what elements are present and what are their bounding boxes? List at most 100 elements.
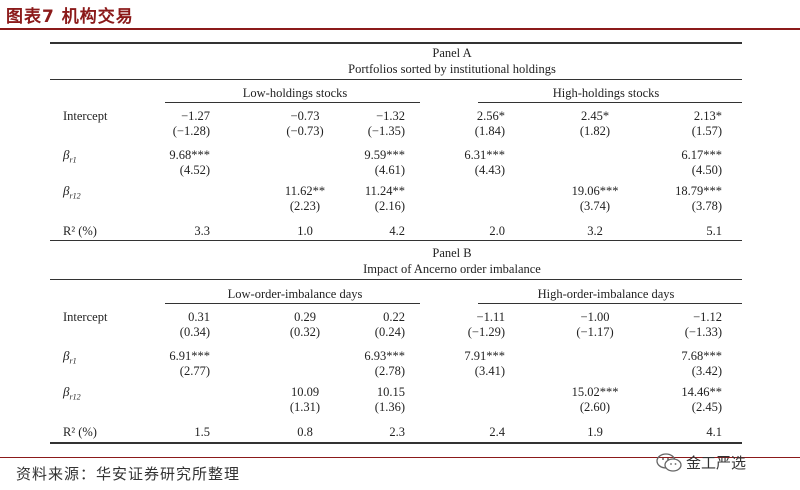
table-cell: 0.8	[297, 425, 313, 439]
table-bottom-rule	[50, 442, 742, 444]
table-cell-tstat: (3.78)	[691, 199, 722, 213]
panel-a-group-right-rule	[478, 102, 742, 103]
table-cell: 19.06***	[571, 184, 619, 198]
table-cell: 6.31***	[464, 148, 505, 162]
row-label: βr12	[63, 384, 81, 402]
table-cell-tstat: (1.36)	[374, 400, 405, 414]
table-cell: −1.11	[476, 310, 505, 324]
row-label: βr1	[63, 147, 77, 165]
row-label: Intercept	[63, 109, 108, 123]
panel-a-bottom-rule	[50, 240, 742, 241]
table-cell-tstat: (−1.35)	[367, 124, 405, 138]
panel-b-rule	[50, 279, 742, 280]
table-cell: 3.2	[587, 224, 603, 238]
table-cell-tstat: (−1.17)	[576, 325, 614, 339]
table-cell-tstat: (1.31)	[289, 400, 321, 414]
table-cell: 2.0	[489, 224, 505, 238]
table-cell: −1.27	[181, 109, 210, 123]
table-cell-tstat: (−1.28)	[172, 124, 210, 138]
row-label: R² (%)	[63, 224, 97, 238]
footer-rule	[0, 457, 800, 458]
table-cell-tstat: (2.23)	[289, 199, 321, 213]
table-cell-tstat: (2.78)	[374, 364, 405, 378]
table-cell: 7.68***	[681, 349, 722, 363]
table-cell: 11.24**	[364, 184, 405, 198]
panel-b-name: Panel B	[432, 246, 472, 260]
table-cell: 6.93***	[364, 349, 405, 363]
table-cell: 2.3	[389, 425, 405, 439]
table-cell-tstat: (3.41)	[474, 364, 505, 378]
table-cell: 4.2	[389, 224, 405, 238]
table-cell: 10.09	[290, 385, 320, 399]
table-cell-tstat: (4.61)	[374, 163, 405, 177]
table-cell: −1.32	[376, 109, 405, 123]
table-cell: 15.02***	[571, 385, 619, 399]
table-top-rule	[50, 42, 742, 44]
row-label: βr1	[63, 348, 77, 366]
table-cell: 1.5	[194, 425, 210, 439]
table-cell: −0.73	[290, 109, 320, 123]
table-cell-tstat: (2.77)	[179, 364, 210, 378]
panel-a-rule	[50, 79, 742, 80]
table-cell: 9.59***	[364, 148, 405, 162]
table-cell: 2.13*	[693, 109, 722, 123]
source-note: 资料来源：华安证券研究所整理	[16, 465, 241, 483]
table-cell-tstat: (0.24)	[374, 325, 405, 339]
table-cell: 6.91***	[169, 349, 210, 363]
panel-b-group-right-rule	[478, 303, 742, 304]
table-cell-tstat: (2.16)	[374, 199, 405, 213]
table-cell: 6.17***	[681, 148, 722, 162]
table-cell: −1.12	[693, 310, 722, 324]
table-cell-tstat: (−0.73)	[286, 124, 324, 138]
table-cell-tstat: (2.60)	[579, 400, 611, 414]
table-cell-tstat: (2.45)	[691, 400, 722, 414]
table-cell-tstat: (3.74)	[579, 199, 611, 213]
panel-a-group-right: High-holdings stocks	[552, 86, 660, 100]
table-cell-tstat: (4.50)	[691, 163, 722, 177]
row-label: βr12	[63, 183, 81, 201]
panel-a-subtitle: Portfolios sorted by institutional holdi…	[348, 62, 556, 76]
table-cell-tstat: (−1.33)	[684, 325, 722, 339]
table-cell-tstat: (1.57)	[691, 124, 722, 138]
table-cell-tstat: (4.43)	[474, 163, 505, 177]
panel-b-group-left: Low-order-imbalance days	[227, 287, 363, 301]
table-cell: 7.91***	[464, 349, 505, 363]
brand-logo: 金工严选	[656, 452, 746, 473]
table-cell: 18.79***	[675, 184, 722, 198]
table-cell: 0.31	[188, 310, 210, 324]
table-cell: 0.22	[383, 310, 405, 324]
table-cell: 2.45*	[580, 109, 610, 123]
panel-a-group-left: Low-holdings stocks	[242, 86, 348, 100]
table-cell: 1.9	[587, 425, 603, 439]
table-cell-tstat: (4.52)	[179, 163, 210, 177]
table-cell: 5.1	[706, 224, 722, 238]
table-cell: 2.4	[489, 425, 505, 439]
title-rule	[0, 28, 800, 30]
panel-b-subtitle: Impact of Ancerno order imbalance	[363, 262, 541, 276]
table-cell: 2.56*	[476, 109, 505, 123]
panel-a-name: Panel A	[432, 46, 472, 60]
table-cell: −1.00	[580, 310, 610, 324]
row-label: R² (%)	[63, 425, 97, 439]
table-cell-tstat: (3.42)	[691, 364, 722, 378]
table-cell-tstat: (−1.29)	[467, 325, 505, 339]
table-cell: 3.3	[194, 224, 210, 238]
table-cell-tstat: (1.82)	[579, 124, 611, 138]
table-cell: 11.62**	[284, 184, 326, 198]
panel-b-group-right: High-order-imbalance days	[537, 287, 675, 301]
panel-a-group-left-rule	[165, 102, 420, 103]
brand-name: 金工严选	[686, 454, 747, 472]
table-cell: 9.68***	[169, 148, 210, 162]
figure-title: 图表7 机构交易	[6, 7, 134, 27]
table-cell: 14.46**	[681, 385, 722, 399]
table-cell-tstat: (1.84)	[474, 124, 505, 138]
table-cell: 10.15	[376, 385, 405, 399]
table-cell: 0.29	[294, 310, 316, 324]
table-cell-tstat: (0.34)	[179, 325, 210, 339]
panel-b-group-left-rule	[165, 303, 420, 304]
table-cell: 4.1	[706, 425, 722, 439]
wechat-icon	[656, 452, 682, 472]
table-cell-tstat: (0.32)	[289, 325, 321, 339]
row-label: Intercept	[63, 310, 108, 324]
table-cell: 1.0	[297, 224, 313, 238]
